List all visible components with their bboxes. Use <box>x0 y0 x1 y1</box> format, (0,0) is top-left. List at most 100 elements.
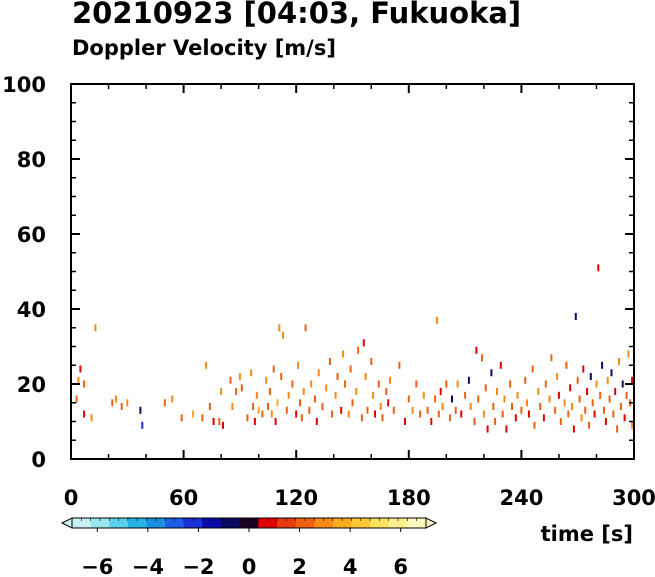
data-point <box>163 399 166 407</box>
y-tick-label: 0 <box>31 448 46 472</box>
data-point <box>398 361 401 369</box>
y-tick-label: 100 <box>2 73 46 97</box>
data-point <box>511 403 513 410</box>
data-point <box>347 410 350 418</box>
data-point <box>270 410 273 418</box>
data-point <box>314 395 316 403</box>
data-point <box>205 361 208 369</box>
data-point <box>222 421 224 429</box>
data-point <box>533 421 536 429</box>
data-point <box>404 418 406 425</box>
data-point <box>268 388 271 395</box>
data-point <box>454 406 457 414</box>
data-point <box>377 380 380 388</box>
data-point <box>527 410 530 418</box>
data-point <box>572 425 575 433</box>
data-point <box>344 380 346 388</box>
data-point <box>597 264 600 272</box>
data-point <box>603 406 605 414</box>
colorbar-tick-label: 6 <box>393 555 408 577</box>
data-point <box>94 324 97 332</box>
data-point <box>246 414 249 422</box>
data-point <box>490 369 493 377</box>
x-tick-label: 0 <box>64 486 79 510</box>
data-point <box>280 373 283 380</box>
data-point <box>426 406 429 414</box>
axes: 0 60 120 180 240 300 0 20 40 60 80 100 <box>2 73 655 510</box>
colorbar-swatch <box>165 518 185 528</box>
y-tick-label: 80 <box>17 148 46 172</box>
data-point <box>464 391 467 399</box>
data-point <box>351 399 354 407</box>
colorbar-tick-label: −6 <box>81 555 113 577</box>
data-point <box>441 403 444 410</box>
data-point <box>257 406 260 414</box>
data-point <box>370 358 373 365</box>
y-tick-label: 60 <box>17 223 46 247</box>
colorbar-left-arrow <box>60 517 73 529</box>
data-point <box>317 369 320 377</box>
data-point <box>631 376 634 384</box>
colorbar-swatch <box>202 518 222 528</box>
colorbar-swatch <box>407 518 427 528</box>
data-point <box>584 406 587 414</box>
data-point <box>618 358 620 365</box>
data-point <box>75 395 78 403</box>
data-point <box>569 384 572 392</box>
colorbar-swatch <box>72 518 92 528</box>
data-point <box>571 403 574 410</box>
data-point <box>364 373 367 380</box>
data-point <box>623 414 626 422</box>
colorbar-swatch <box>295 518 315 528</box>
data-point <box>300 414 303 422</box>
data-point <box>310 380 313 388</box>
data-point <box>267 403 269 410</box>
data-point <box>430 418 433 425</box>
data-point <box>588 421 590 429</box>
data-point <box>492 403 495 410</box>
data-point <box>302 388 305 395</box>
data-point <box>554 406 557 414</box>
data-point <box>120 403 123 410</box>
data-point <box>434 395 437 403</box>
data-point <box>435 316 438 324</box>
data-point <box>295 410 298 418</box>
x-tick-label: 240 <box>499 486 543 510</box>
data-point <box>192 410 194 418</box>
data-point <box>357 346 360 354</box>
data-point <box>631 421 634 429</box>
data-point <box>559 418 562 425</box>
data-point <box>372 391 375 399</box>
x-tick-label: 180 <box>387 486 431 510</box>
colorbar-swatch <box>183 518 203 528</box>
data-point <box>218 418 221 425</box>
data-point <box>325 384 328 392</box>
colorbar-tick-label: 0 <box>242 555 257 577</box>
data-point <box>477 395 480 403</box>
data-point <box>278 324 281 332</box>
data-point <box>514 414 517 422</box>
data-point <box>392 406 395 414</box>
data-point <box>557 391 560 399</box>
data-point <box>499 361 502 369</box>
data-point <box>231 403 234 410</box>
colorbar-swatch <box>109 518 129 528</box>
data-point <box>261 410 264 418</box>
data-point <box>126 399 129 407</box>
x-tick-label: 120 <box>274 486 318 510</box>
data-point <box>419 410 422 418</box>
data-point <box>475 346 478 354</box>
data-point <box>574 313 577 320</box>
data-point <box>578 395 581 403</box>
data-point <box>253 418 256 425</box>
data-point <box>445 380 448 388</box>
data-point <box>604 418 607 425</box>
data-point <box>79 365 82 373</box>
data-point <box>315 418 318 425</box>
data-point <box>250 369 253 377</box>
y-tick-label: 40 <box>17 298 46 322</box>
data-point <box>556 373 559 380</box>
data-point <box>567 410 570 418</box>
data-point <box>456 380 459 388</box>
